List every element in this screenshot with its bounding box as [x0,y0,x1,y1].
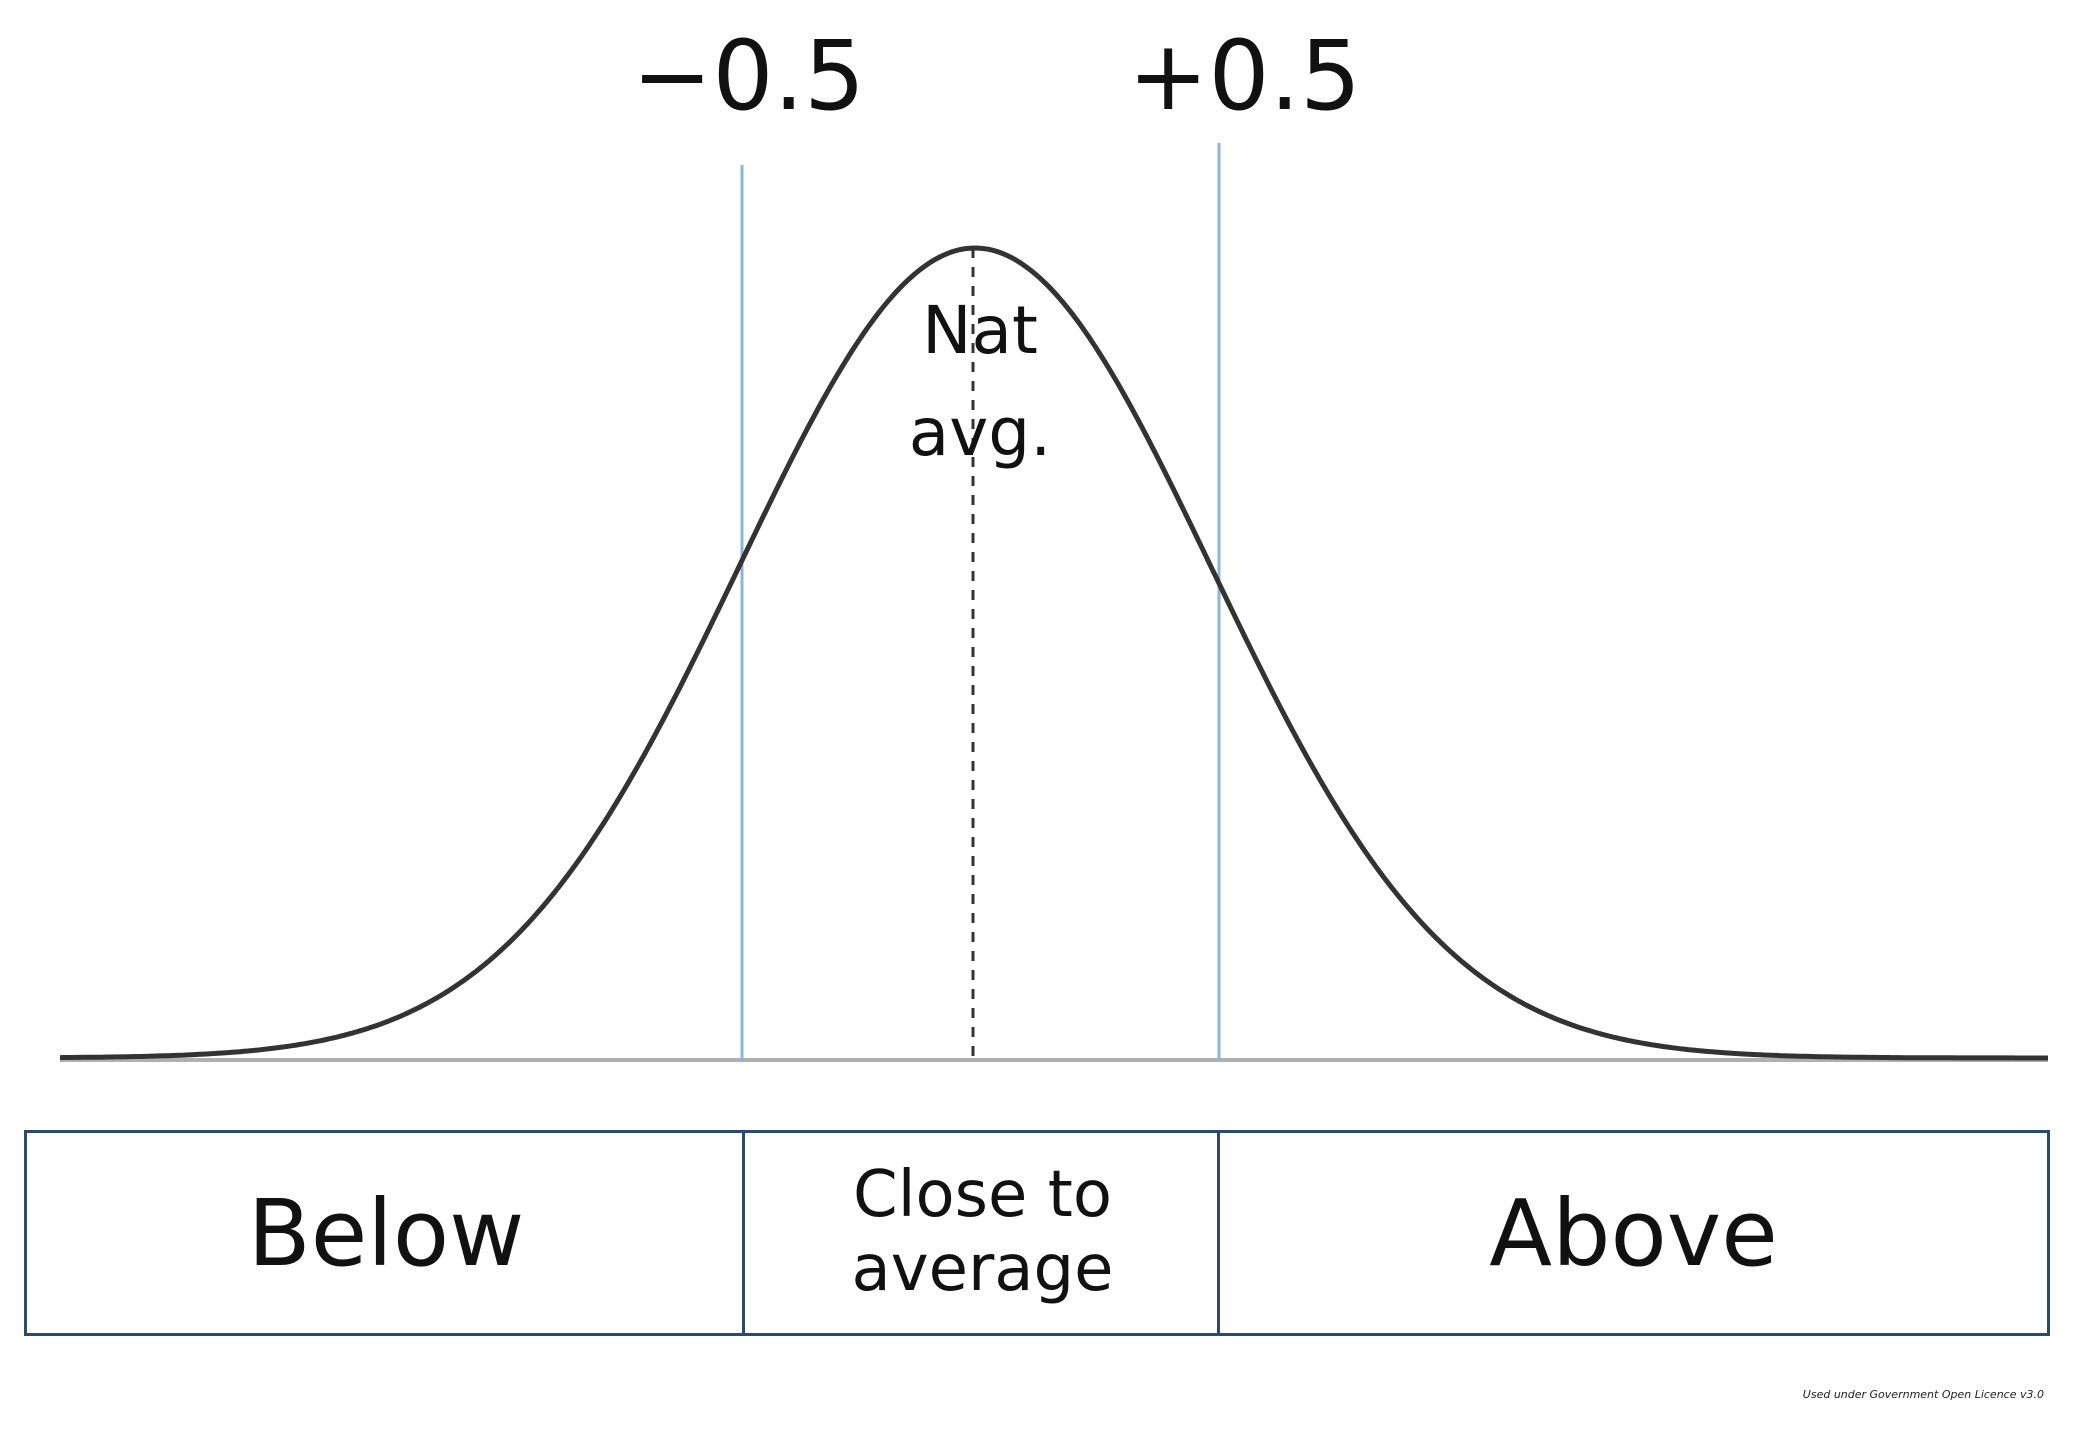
licence-note: Used under Government Open Licence v3.0 [1802,1388,2044,1401]
band-close-label-line1: Close to [853,1158,1112,1233]
band-close-to-average: Close to average [742,1130,1220,1336]
band-close-label: Close to average [852,1159,1114,1306]
band-below: Below [24,1130,745,1336]
national-average-label-line1: Nat [922,292,1038,369]
band-close-label-line2: average [851,1232,1114,1306]
band-below-label: Below [247,1179,525,1287]
band-above-label: Above [1489,1179,1778,1287]
band-above: Above [1217,1130,2050,1336]
national-average-label-line2: avg. [908,394,1052,471]
lower-threshold-label: −0.5 [632,20,866,132]
upper-threshold-label: +0.5 [1128,20,1362,132]
bell-curve [59,245,2048,1061]
